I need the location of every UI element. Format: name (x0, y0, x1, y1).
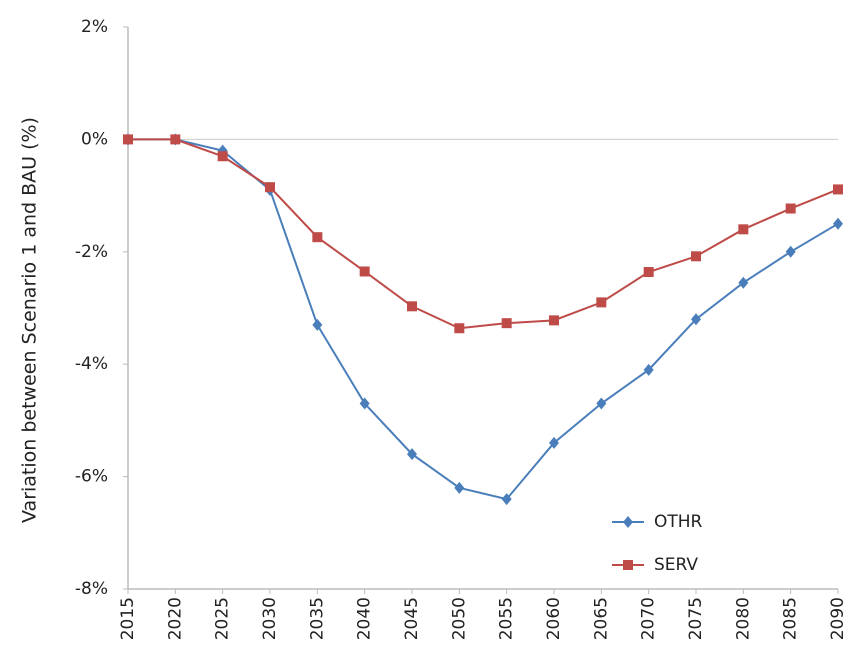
y-tick-label: 0% (81, 129, 108, 149)
point (312, 318, 323, 331)
point (123, 134, 133, 145)
point (501, 318, 512, 329)
x-tick-label: 2090 (828, 597, 848, 640)
x-tick-label: 2085 (781, 597, 801, 640)
legend-label: SERV (654, 555, 698, 575)
point (312, 232, 323, 243)
point (691, 313, 701, 326)
legend-marker (623, 516, 633, 528)
point (833, 184, 843, 195)
point (549, 436, 559, 449)
point (785, 203, 796, 214)
x-tick-label: 2075 (686, 597, 706, 640)
point (265, 182, 275, 193)
point (691, 251, 701, 262)
point (738, 276, 749, 289)
series-line (128, 138, 839, 501)
y-tick-label: -8% (75, 579, 108, 599)
legend-label: OTHR (654, 512, 703, 532)
point (407, 448, 417, 461)
x-tick-label: 2065 (591, 597, 611, 640)
point (501, 493, 512, 506)
x-tick-label: 2080 (733, 597, 753, 640)
point (596, 297, 607, 308)
x-tick-label: 2015 (118, 597, 138, 640)
y-tick-label: -4% (75, 354, 108, 374)
x-tick-label: 2035 (307, 597, 327, 640)
point (549, 315, 559, 326)
point (785, 245, 796, 258)
x-tick-label: 2070 (639, 597, 659, 640)
x-tick-label: 2020 (165, 597, 185, 640)
point (359, 397, 370, 410)
point (596, 397, 607, 410)
y-axis-label: Variation between Scenario 1 and BAU (%) (19, 117, 41, 523)
y-tick-label: 2% (81, 17, 108, 37)
legend-marker (623, 560, 633, 570)
x-tick-label: 2025 (213, 597, 233, 640)
point (407, 301, 417, 312)
series-line (128, 138, 839, 330)
y-tick-label: -6% (75, 467, 108, 487)
y-tick-label: -2% (75, 242, 108, 262)
point (359, 266, 370, 277)
point (833, 217, 843, 230)
x-tick-label: 2040 (355, 597, 375, 640)
point (454, 323, 465, 334)
x-tick-label: 2050 (449, 597, 469, 640)
x-tick-label: 2030 (260, 597, 280, 640)
x-tick-label: 2045 (402, 597, 422, 640)
point (454, 481, 465, 494)
point (643, 267, 654, 278)
point (217, 151, 228, 162)
point (643, 363, 654, 376)
x-tick-label: 2060 (544, 597, 564, 640)
x-tick-label: 2055 (497, 597, 517, 640)
point (170, 134, 181, 145)
point (738, 224, 749, 235)
